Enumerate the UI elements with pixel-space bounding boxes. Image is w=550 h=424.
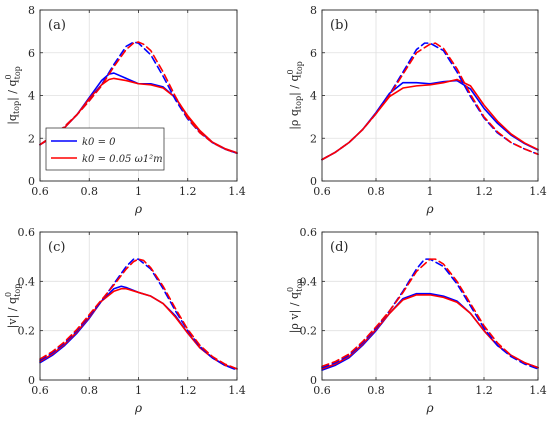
x-tick-label: 0.6	[31, 185, 49, 198]
legend-box	[45, 127, 165, 171]
x-tick-label: 1.2	[475, 384, 493, 397]
y-tick-label: 0.6	[18, 226, 36, 239]
x-tick-label: 1.4	[228, 185, 246, 198]
y-tick-label: 0.4	[18, 275, 36, 288]
y-tick-label: 0	[28, 374, 35, 387]
legend-entry: k0 = 0	[82, 137, 116, 148]
x-axis-label: ρ	[134, 401, 142, 415]
y-axis-label: |ρ v| / q0top	[286, 279, 304, 334]
x-tick-label: 1.2	[179, 384, 197, 397]
x-tick-label: 0.6	[31, 384, 49, 397]
y-axis-label: |qtop| / q0top	[4, 66, 22, 125]
y-tick-label: 4	[28, 90, 35, 103]
x-tick-label: 0.8	[81, 185, 99, 198]
panel-label: (a)	[48, 18, 66, 33]
x-tick-label: 1	[135, 384, 142, 397]
panel-d: 0.6 0.8 1 1.2 1.4 0 0.2 0.4 0.6 ρ |ρ v| / q0top (d)	[286, 226, 547, 415]
x-axis-label: ρ	[425, 401, 433, 415]
x-tick-label: 1.4	[529, 185, 547, 198]
x-tick-label: 1	[427, 384, 434, 397]
x-tick-label: 0.6	[313, 185, 331, 198]
legend: k0 = 0 k0 = 0.05 ω1²m	[45, 127, 165, 171]
y-tick-label: 2	[310, 132, 317, 145]
y-tick-label: 0.2	[18, 325, 36, 338]
legend-entry: k0 = 0.05 ω1²m	[82, 154, 163, 165]
y-tick-label: 2	[28, 132, 35, 145]
series-line-red-dashed	[39, 41, 238, 155]
x-tick-label: 1.4	[529, 384, 547, 397]
y-tick-label: 4	[310, 90, 317, 103]
panel-label: (c)	[48, 240, 65, 255]
y-tick-label: 0.6	[300, 226, 318, 239]
series-line-blue-dashed	[321, 258, 539, 370]
series-line-red-dashed	[39, 258, 238, 370]
y-axis-label: |v| / q0top	[4, 284, 22, 329]
x-tick-label: 0.8	[81, 384, 99, 397]
x-tick-label: 1	[135, 185, 142, 198]
panel-b: 0.6 0.8 1 1.2 1.4 0 2 4 6 8 ρ |ρ qtop| / q0top (b)	[286, 4, 547, 216]
x-tick-label: 1.4	[228, 384, 246, 397]
y-tick-label: 8	[28, 4, 35, 17]
y-tick-label: 6	[28, 47, 35, 60]
y-tick-label: 0.4	[300, 275, 318, 288]
y-axis-label: |ρ qtop| / q0top	[286, 61, 304, 130]
y-tick-label: 0	[28, 175, 35, 188]
panel-label: (b)	[330, 18, 348, 33]
y-tick-label: 0	[310, 175, 317, 188]
series-line-red-dashed	[321, 42, 539, 161]
panel-a: 0.6 0.8 1 1.2 1.4 0 2 4 6 8 ρ |qtop| / q0top (a) k0 =…	[4, 4, 246, 216]
x-axis-label: ρ	[425, 202, 433, 216]
series-line-blue-dashed	[39, 258, 238, 371]
x-tick-label: 1.2	[475, 185, 493, 198]
x-tick-label: 1	[427, 185, 434, 198]
y-tick-label: 0	[310, 374, 317, 387]
x-tick-label: 0.8	[367, 384, 385, 397]
series-line-red-dashed	[321, 258, 539, 369]
panel-c: 0.6 0.8 1 1.2 1.4 0 0.2 0.4 0.6 ρ |v| / q0top (c)	[4, 226, 246, 415]
x-axis-label: ρ	[134, 202, 142, 216]
y-tick-label: 8	[310, 4, 317, 17]
x-tick-label: 0.6	[313, 384, 331, 397]
y-tick-label: 0.2	[300, 325, 318, 338]
x-tick-label: 1.2	[179, 185, 197, 198]
y-tick-label: 6	[310, 47, 317, 60]
panel-label: (d)	[330, 240, 348, 255]
x-tick-label: 0.8	[367, 185, 385, 198]
